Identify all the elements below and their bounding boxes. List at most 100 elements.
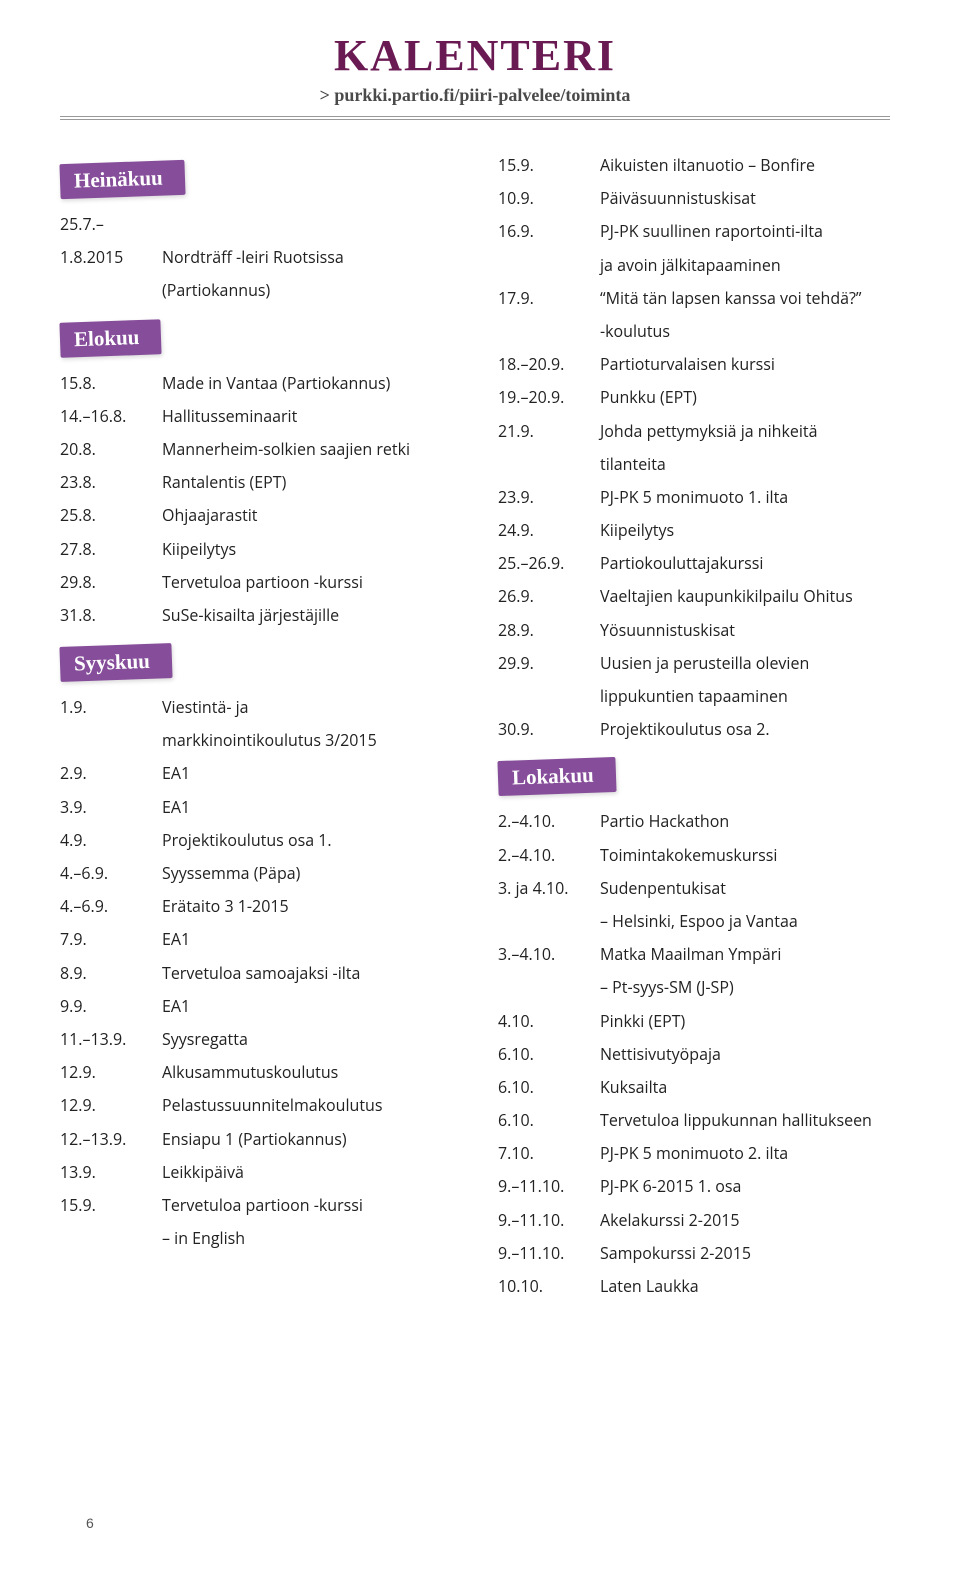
- calendar-entry: 19.–20.9.Punkku (EPT): [498, 386, 890, 409]
- entry-date: 9.–11.10.: [498, 1175, 600, 1198]
- entry-text: Syyssemma (Päpa): [162, 862, 452, 885]
- calendar-entry: ja avoin jälkitapaaminen: [498, 254, 890, 277]
- entry-date: 1.8.2015: [60, 246, 162, 269]
- entry-text: Tervetuloa lippukunnan hallitukseen: [600, 1109, 890, 1132]
- entry-date: 12.9.: [60, 1094, 162, 1117]
- calendar-entry: 10.9.Päiväsuunnistuskisat: [498, 187, 890, 210]
- entry-text: Partiokouluttajakurssi: [600, 552, 890, 575]
- entry-text: Nettisivutyöpaja: [600, 1043, 890, 1066]
- entry-text: Partioturvalaisen kurssi: [600, 353, 890, 376]
- entry-text: Tervetuloa partioon -kurssi: [162, 1194, 452, 1217]
- entry-date: 7.9.: [60, 928, 162, 951]
- entry-date: 3.–4.10.: [498, 943, 600, 966]
- right-column: 15.9.Aikuisten iltanuotio – Bonfire 10.9.…: [498, 154, 890, 1308]
- calendar-entry: 2.–4.10.Partio Hackathon: [498, 810, 890, 833]
- left-column: Heinäkuu25.7.–1.8.2015Nordträff -leiri R…: [60, 154, 452, 1308]
- calendar-entry: 21.9.Johda pettymyksiä ja nihkeitä: [498, 420, 890, 443]
- entry-date: 16.9.: [498, 220, 600, 243]
- entry-date: 24.9.: [498, 519, 600, 542]
- calendar-entry: 25.8.Ohjaajarastit: [60, 504, 452, 527]
- double-rule: [60, 116, 890, 120]
- entry-text: (Partiokannus): [162, 279, 452, 302]
- page-number: 6: [86, 1515, 94, 1531]
- calendar-entry: 3.9.EA1: [60, 796, 452, 819]
- entry-text: Rantalentis (EPT): [162, 471, 452, 494]
- entry-text: EA1: [162, 796, 452, 819]
- calendar-entry: 20.8.Mannerheim-solkien saajien retki: [60, 438, 452, 461]
- month-pill: Elokuu: [59, 319, 162, 358]
- entry-text: Erätaito 3 1-2015: [162, 895, 452, 918]
- entry-date: 28.9.: [498, 619, 600, 642]
- entry-text: Laten Laukka: [600, 1275, 890, 1298]
- entry-text: Johda pettymyksiä ja nihkeitä: [600, 420, 890, 443]
- calendar-entry: -koulutus: [498, 320, 890, 343]
- entry-text: Matka Maailman Ympäri: [600, 943, 890, 966]
- entry-date: 30.9.: [498, 718, 600, 741]
- calendar-entry: 7.9.EA1: [60, 928, 452, 951]
- calendar-entry: 1.8.2015Nordträff -leiri Ruotsissa: [60, 246, 452, 269]
- calendar-entry: 23.8.Rantalentis (EPT): [60, 471, 452, 494]
- entry-text: EA1: [162, 928, 452, 951]
- calendar-entry: 26.9.Vaeltajien kaupunkikilpailu Ohitus: [498, 585, 890, 608]
- calendar-entry: 4.–6.9.Erätaito 3 1-2015: [60, 895, 452, 918]
- month-pill: Lokakuu: [497, 757, 616, 796]
- entry-text: Tervetuloa partioon -kurssi: [162, 571, 452, 594]
- calendar-entry: 4.9.Projektikoulutus osa 1.: [60, 829, 452, 852]
- calendar-entry: 16.9.PJ-PK suullinen raportointi-ilta: [498, 220, 890, 243]
- entry-text: “Mitä tän lapsen kanssa voi tehdä?”: [600, 287, 890, 310]
- entry-date: 6.10.: [498, 1043, 600, 1066]
- calendar-entry: (Partiokannus): [60, 279, 452, 302]
- entry-date: 9.–11.10.: [498, 1209, 600, 1232]
- entry-date: 25.7.–: [60, 213, 162, 236]
- calendar-entry: 25.7.–: [60, 213, 452, 236]
- entry-date: 10.10.: [498, 1275, 600, 1298]
- entry-date: [498, 976, 600, 999]
- entry-text: Leikkipäivä: [162, 1161, 452, 1184]
- entry-date: [498, 254, 600, 277]
- calendar-entry: – Pt-syys-SM (J-SP): [498, 976, 890, 999]
- entry-date: 23.8.: [60, 471, 162, 494]
- entry-text: SuSe-kisailta järjestäjille: [162, 604, 452, 627]
- calendar-entry: 23.9.PJ-PK 5 monimuoto 1. ilta: [498, 486, 890, 509]
- calendar-entry: 31.8.SuSe-kisailta järjestäjille: [60, 604, 452, 627]
- entry-text: Projektikoulutus osa 1.: [162, 829, 452, 852]
- calendar-entry: 18.–20.9.Partioturvalaisen kurssi: [498, 353, 890, 376]
- calendar-entry: 8.9.Tervetuloa samoajaksi -ilta: [60, 962, 452, 985]
- page-header: KALENTERI > purkki.partio.fi/piiri-palve…: [60, 30, 890, 106]
- calendar-entry: 15.9.Aikuisten iltanuotio – Bonfire: [498, 154, 890, 177]
- entry-text: – in English: [162, 1227, 452, 1250]
- calendar-entry: tilanteita: [498, 453, 890, 476]
- calendar-entry: 9.–11.10.Akelakurssi 2-2015: [498, 1209, 890, 1232]
- entry-date: 9.9.: [60, 995, 162, 1018]
- calendar-entry: 27.8.Kiipeilytys: [60, 538, 452, 561]
- content-columns: Heinäkuu25.7.–1.8.2015Nordträff -leiri R…: [60, 154, 890, 1308]
- entry-text: Päiväsuunnistuskisat: [600, 187, 890, 210]
- calendar-entry: 4.10.Pinkki (EPT): [498, 1010, 890, 1033]
- entry-text: EA1: [162, 762, 452, 785]
- entry-date: 25.8.: [60, 504, 162, 527]
- entry-text: Ohjaajarastit: [162, 504, 452, 527]
- entry-date: 21.9.: [498, 420, 600, 443]
- calendar-entry: 1.9.Viestintä- ja: [60, 696, 452, 719]
- entry-text: EA1: [162, 995, 452, 1018]
- entry-date: [498, 453, 600, 476]
- entry-text: -koulutus: [600, 320, 890, 343]
- calendar-entry: 2.–4.10.Toimintakokemuskurssi: [498, 844, 890, 867]
- entry-date: 8.9.: [60, 962, 162, 985]
- entry-text: Made in Vantaa (Partiokannus): [162, 372, 452, 395]
- calendar-entry: 3.–4.10.Matka Maailman Ympäri: [498, 943, 890, 966]
- calendar-entry: 4.–6.9.Syyssemma (Päpa): [60, 862, 452, 885]
- entry-text: Hallitusseminaarit: [162, 405, 452, 428]
- calendar-entry: 12.–13.9.Ensiapu 1 (Partiokannus): [60, 1128, 452, 1151]
- entry-text: Akelakurssi 2-2015: [600, 1209, 890, 1232]
- entry-text: Yösuunnistuskisat: [600, 619, 890, 642]
- calendar-entry: 3. ja 4.10.Sudenpentukisat: [498, 877, 890, 900]
- calendar-entry: 7.10.PJ-PK 5 monimuoto 2. ilta: [498, 1142, 890, 1165]
- calendar-entry: 9.–11.10.PJ-PK 6-2015 1. osa: [498, 1175, 890, 1198]
- calendar-entry: markkinointikoulutus 3/2015: [60, 729, 452, 752]
- entry-text: Nordträff -leiri Ruotsissa: [162, 246, 452, 269]
- entry-text: Uusien ja perusteilla olevien: [600, 652, 890, 675]
- entry-date: 15.8.: [60, 372, 162, 395]
- calendar-entry: – in English: [60, 1227, 452, 1250]
- calendar-entry: 25.–26.9.Partiokouluttajakurssi: [498, 552, 890, 575]
